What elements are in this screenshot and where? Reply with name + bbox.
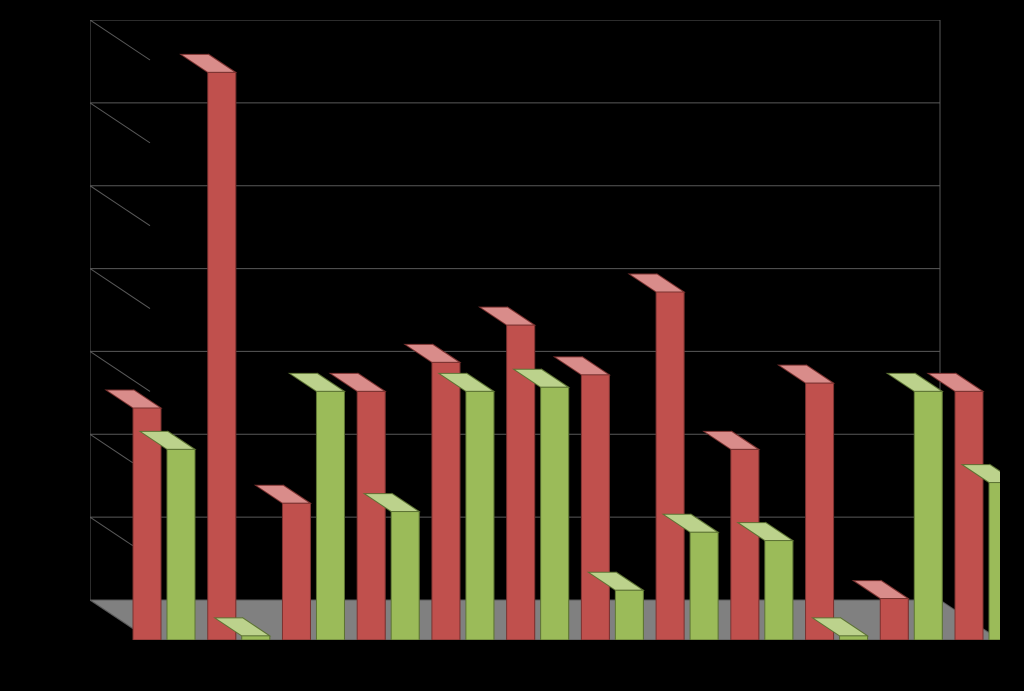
chart-stage [0,0,1024,691]
chart-plot-area [90,20,1000,640]
chart-bars-svg [90,20,1000,640]
